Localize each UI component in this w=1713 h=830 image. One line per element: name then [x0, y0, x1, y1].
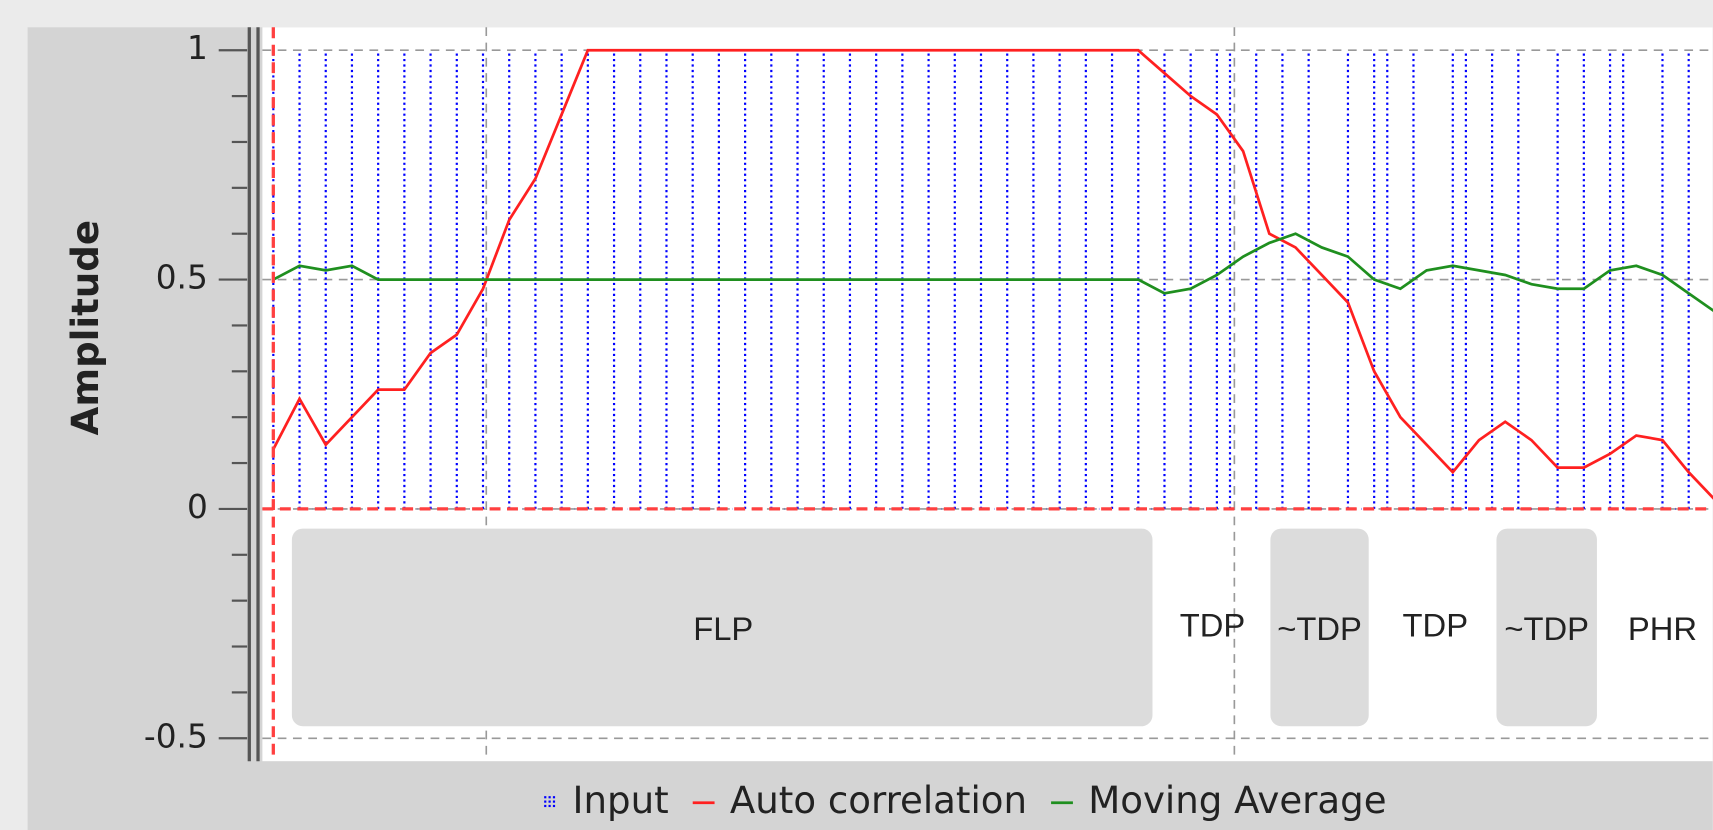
annotation-box [1270, 528, 1369, 727]
legend-swatch [544, 804, 547, 808]
legend-swatch [552, 804, 556, 808]
series-line [272, 232, 1713, 313]
marks-layer [272, 48, 1713, 509]
annotation: TDP [1403, 607, 1469, 644]
annotation: PHR [1628, 610, 1697, 647]
legend-label: Moving Average [1088, 779, 1386, 822]
annotation: ~TDP [1277, 610, 1362, 647]
annotation: ~TDP [1504, 610, 1589, 647]
legend-label: Auto correlation [730, 779, 1027, 822]
legend-swatch [548, 800, 551, 803]
legend-swatch [552, 796, 556, 799]
legend-swatch [552, 800, 556, 803]
annotation: TDP [1180, 607, 1246, 644]
series-line [272, 48, 1713, 500]
legend-swatch [544, 796, 547, 799]
legend-swatch [548, 804, 551, 808]
annotation-box [1496, 528, 1597, 727]
legend-label: Input [573, 779, 669, 822]
annotation-box [291, 528, 1153, 727]
annotation: FLP [693, 610, 753, 647]
y-tick-label: 1 [187, 29, 208, 67]
legend-swatch [548, 796, 551, 799]
y-tick-label: 0.5 [156, 259, 208, 297]
legend-swatch [544, 800, 547, 803]
y-tick-label: 0 [187, 488, 208, 526]
legend: Input Auto correlation Moving Average [544, 779, 1387, 822]
y-axis-label: Amplitude [64, 220, 107, 435]
y-tick-label: -0.5 [144, 717, 208, 755]
